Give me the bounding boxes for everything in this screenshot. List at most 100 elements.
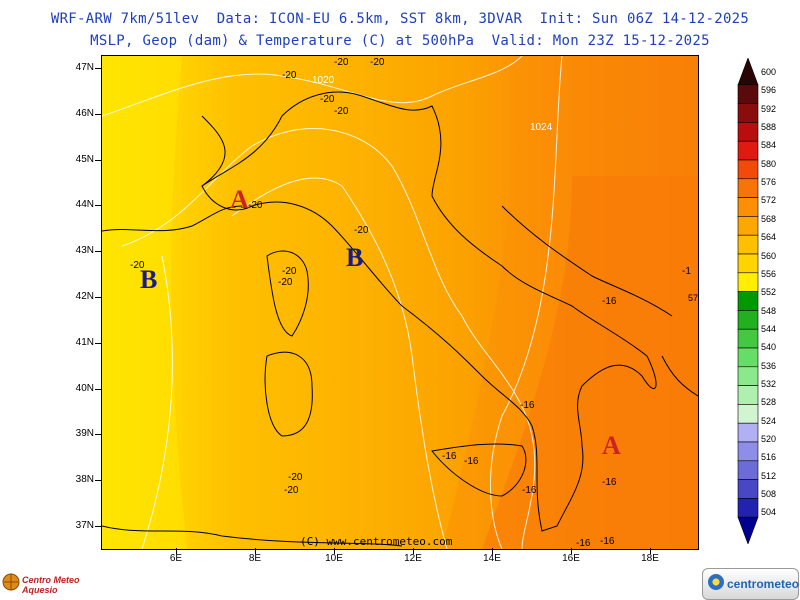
lat-tick <box>95 342 101 344</box>
colorbar-level-label: 556 <box>761 268 777 279</box>
lat-label: 39N <box>75 428 94 440</box>
colorbar-level-label: 576 <box>761 177 777 188</box>
centrometeo-logo[interactable]: centrometeo <box>702 568 799 600</box>
centro-meteo-aquesio-logo: Centro Meteo Aquesio <box>2 570 112 596</box>
isotherm-label: -20 <box>130 260 145 271</box>
colorbar-level-label: 592 <box>761 103 777 114</box>
geopotential-band-572 <box>482 176 698 549</box>
colorbar-swatch <box>737 498 759 518</box>
isotherm-label: -16 <box>442 451 457 462</box>
lon-tick <box>650 548 651 554</box>
lon-tick <box>571 548 572 554</box>
lon-label: 14E <box>483 553 501 564</box>
colorbar-level-label: 568 <box>761 213 777 224</box>
colorbar-swatch <box>737 84 759 104</box>
colorbar-level-label: 596 <box>761 85 777 96</box>
lat-label: 38N <box>75 474 94 486</box>
colorbar-swatch <box>737 310 759 330</box>
lon-label: 6E <box>169 553 183 564</box>
colorbar-level-label: 516 <box>761 452 777 463</box>
colorbar-swatch <box>737 422 759 443</box>
isobar-label-1024: 1024 <box>530 122 553 133</box>
lat-tick <box>95 388 101 390</box>
colorbar-level-label: 564 <box>761 232 777 243</box>
isotherm-label: -20 <box>320 94 335 105</box>
lat-tick <box>95 297 101 298</box>
lon-tick <box>413 548 414 554</box>
colorbar-level-label: 588 <box>761 122 777 133</box>
lat-label: 41N <box>75 336 94 348</box>
colorbar-swatch <box>737 58 759 86</box>
isotherm-label: -16 <box>602 477 617 488</box>
lat-label: 46N <box>75 107 94 119</box>
lat-tick <box>95 68 101 69</box>
lat-tick <box>95 434 101 436</box>
isotherm-label: -20 <box>248 200 263 211</box>
colorbar-swatch <box>737 328 759 349</box>
lat-label: 42N <box>75 291 94 302</box>
lon-tick <box>176 548 177 554</box>
colorbar-swatch <box>737 272 759 292</box>
colorbar-swatch <box>737 460 759 480</box>
lat-label: 44N <box>75 199 94 211</box>
isotherm-label: -20 <box>282 70 297 81</box>
lat-tick <box>95 526 101 527</box>
globe-icon <box>2 573 20 591</box>
colorbar-swatch <box>737 216 759 236</box>
colorbar-swatch <box>737 516 759 544</box>
colorbar-swatch <box>737 103 759 123</box>
lat-label: 37N <box>75 520 94 531</box>
low-centre-west: B <box>140 265 157 294</box>
colorbar-level-label: 600 <box>761 67 777 77</box>
colorbar-level-label: 580 <box>761 158 777 169</box>
colorbar-swatch <box>737 347 759 368</box>
colorbar-level-label: 528 <box>761 397 777 408</box>
lon-tick <box>334 548 335 554</box>
logo-right-text: centrometeo <box>727 577 800 591</box>
geopotential-band-556 <box>102 56 187 549</box>
colorbar-swatch <box>737 122 759 142</box>
colorbar-level-label: 504 <box>761 507 777 518</box>
lon-tick <box>492 548 493 554</box>
lon-label: 12E <box>404 553 422 564</box>
colorbar-level-label: 572 <box>761 195 777 206</box>
high-centre-ionian: A <box>602 431 621 460</box>
lat-tick <box>95 480 101 482</box>
isotherm-label: -16 <box>602 296 617 307</box>
edge-label: 57 <box>688 293 698 303</box>
isotherm-label: -20 <box>288 472 303 483</box>
isotherm-label: -16 <box>576 538 591 549</box>
sun-globe-icon <box>708 574 724 590</box>
isotherm-label: -20 <box>334 106 349 117</box>
colorbar-swatch <box>737 197 759 217</box>
colorbar-swatch <box>737 234 759 255</box>
lat-label: 47N <box>75 62 94 73</box>
isotherm-label: -20 <box>282 266 297 277</box>
isotherm-label: -1 <box>682 266 691 277</box>
colorbar-swatch <box>737 291 759 311</box>
isotherm-label: -20 <box>370 57 385 68</box>
low-centre-tyrrhenian: B <box>346 243 363 272</box>
coastline-italy <box>102 91 698 547</box>
isotherm-labels: -20 -20 -20 -20 -20 -20 -20 -20 -20 -20 … <box>130 57 691 549</box>
isobars <box>102 56 563 549</box>
colorbar-swatch <box>737 253 759 274</box>
isotherm-label: -16 <box>464 456 479 467</box>
colorbar-swatch <box>737 159 759 180</box>
isotherm-label: -16 <box>600 536 615 547</box>
colorbar-level-label: 552 <box>761 287 777 298</box>
isotherm-label: -20 <box>278 277 293 288</box>
logo-left-text: Centro Meteo Aquesio <box>22 575 80 595</box>
isotherm-label: -16 <box>520 400 535 411</box>
colorbar-level-label: 540 <box>761 342 777 353</box>
lon-label: 18E <box>641 553 659 564</box>
lon-label: 8E <box>248 553 262 564</box>
colorbar-level-label: 560 <box>761 250 777 261</box>
colorbar-swatch <box>737 404 759 424</box>
lat-tick <box>95 205 101 207</box>
colorbar <box>737 58 759 544</box>
colorbar-swatch <box>737 178 759 198</box>
colorbar-level-label: 584 <box>761 140 777 151</box>
colorbar-level-label: 544 <box>761 323 777 334</box>
lon-label: 10E <box>325 553 343 564</box>
